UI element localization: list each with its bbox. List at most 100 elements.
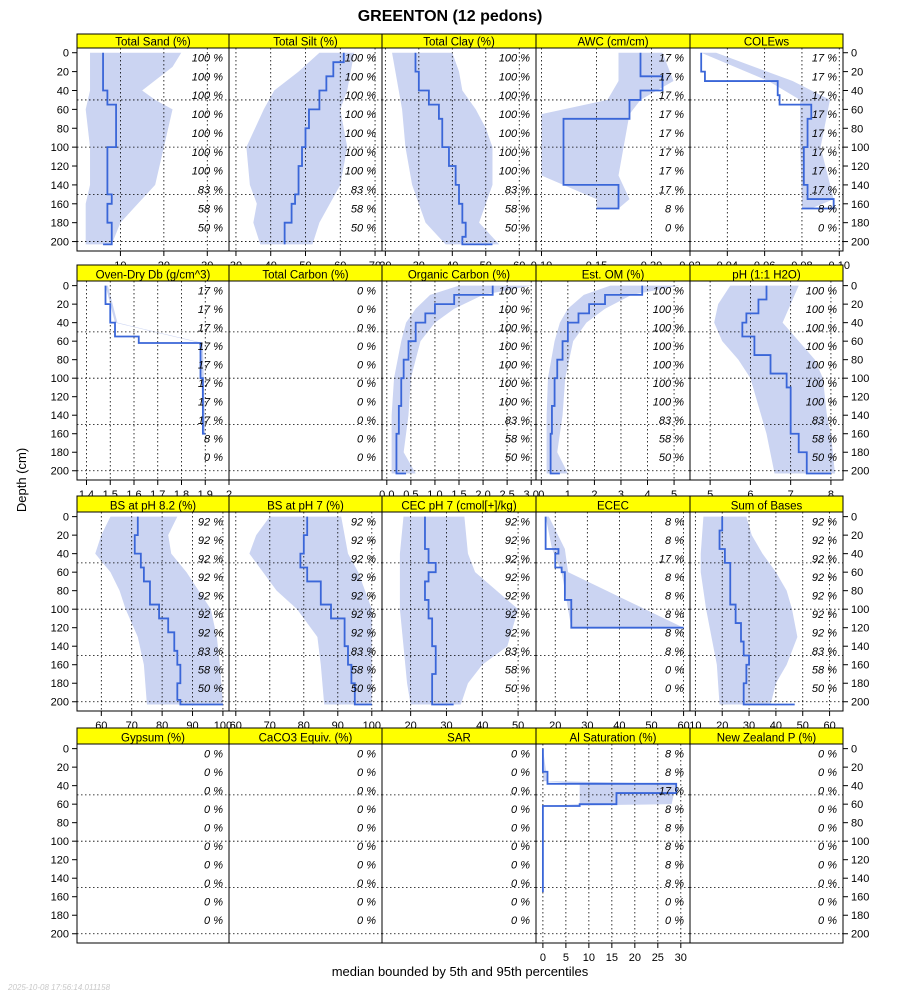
pct-label: 92 %: [198, 535, 223, 547]
depth-tick-label: 20: [851, 67, 863, 79]
panel-content: [77, 48, 229, 251]
median-line: [549, 285, 644, 475]
pct-label: 0 %: [511, 822, 530, 834]
x-tick-label: 10: [583, 952, 595, 964]
panel-strip-label: AWC (cm/cm): [577, 37, 648, 49]
pct-label: 92 %: [351, 572, 376, 584]
pct-label: 0 %: [665, 896, 684, 908]
depth-tick-label: 200: [51, 697, 69, 709]
pct-label: 100 %: [192, 147, 223, 159]
pct-label: 0 %: [357, 896, 376, 908]
median-line: [283, 52, 345, 245]
panel-content: [690, 281, 843, 480]
depth-tick-label: 140: [51, 641, 69, 653]
median-line: [700, 52, 835, 210]
pct-label: 0 %: [818, 767, 837, 779]
panel-content: [690, 794, 843, 935]
pct-label: 0 %: [818, 896, 837, 908]
x-tick-label: 4: [644, 489, 650, 501]
x-tick-label: 6: [747, 489, 753, 501]
panel-strip-label: New Zealand P (%): [717, 733, 817, 745]
pct-label: 8 %: [665, 627, 684, 639]
pct-label: 17 %: [198, 415, 223, 427]
median-line: [395, 285, 494, 475]
pct-label: 0 %: [818, 841, 837, 853]
panel-frame: [689, 47, 844, 252]
pct-label: 100 %: [192, 52, 223, 64]
panel-strip-label: Est. OM (%): [582, 270, 645, 282]
pct-label: 17 %: [198, 341, 223, 353]
pct-label: 100 %: [499, 396, 530, 408]
pct-label: 0 %: [511, 748, 530, 760]
depth-tick-label: 100: [851, 604, 869, 616]
depth-tick-label: 120: [51, 161, 69, 173]
pct-label: 0 %: [665, 222, 684, 234]
pct-label: 100 %: [499, 71, 530, 83]
depth-tick-label: 160: [51, 892, 69, 904]
panel-strip-label: Al Saturation (%): [570, 733, 657, 745]
pct-label: 83 %: [505, 646, 530, 658]
panel-strip-label: COLEws: [744, 37, 790, 49]
pct-label: 0 %: [511, 767, 530, 779]
pct-label: 0 %: [204, 822, 223, 834]
panel-frame: [689, 280, 844, 481]
pct-label: 50 %: [812, 452, 837, 464]
depth-tick-label: 60: [57, 104, 69, 116]
panel-strip-label: pH (1:1 H2O): [732, 270, 801, 282]
pct-label: 8 %: [665, 748, 684, 760]
pct-label: 100 %: [499, 109, 530, 121]
pct-label: 17 %: [659, 185, 684, 197]
pct-label: 50 %: [198, 683, 223, 695]
pct-label: 92 %: [505, 553, 530, 565]
depth-tick-label: 100: [851, 142, 869, 154]
depth-tick-label: 60: [851, 336, 863, 348]
depth-tick-label: 40: [57, 85, 69, 97]
panel-content: [690, 48, 843, 251]
depth-tick-label: 100: [51, 142, 69, 154]
median-line: [718, 516, 795, 706]
pct-label: 92 %: [505, 572, 530, 584]
pct-label: 100 %: [192, 71, 223, 83]
depth-tick-label: 40: [851, 549, 863, 561]
panel-strip-label: Gypsum (%): [121, 733, 185, 745]
pct-label: 92 %: [505, 609, 530, 621]
pct-label: 0 %: [357, 433, 376, 445]
pct-label: 17 %: [659, 71, 684, 83]
panel-strip-label: CaCO3 Equiv. (%): [259, 733, 353, 745]
pct-label: 0 %: [357, 322, 376, 334]
pct-label: 83 %: [505, 415, 530, 427]
pct-label: 17 %: [659, 109, 684, 121]
pct-label: 0 %: [357, 415, 376, 427]
x-tick-label: 3: [618, 489, 624, 501]
pct-label: 17 %: [812, 147, 837, 159]
depth-tick-label: 20: [57, 299, 69, 311]
pct-label: 92 %: [812, 609, 837, 621]
panel-8: Organic Carbon (%) 100 % 100 % 100 % 100 % 10…: [379, 264, 539, 501]
pct-label: 50 %: [198, 222, 223, 234]
pct-label: 100 %: [192, 166, 223, 178]
pct-label: 100 %: [499, 147, 530, 159]
panel-content: [229, 331, 382, 472]
depth-tick-label: 40: [851, 318, 863, 330]
panel-content: [382, 512, 536, 711]
pct-label: 0 %: [357, 841, 376, 853]
pct-label: 0 %: [818, 804, 837, 816]
panel-6: Oven-Dry Db (g/cm^3) 17 % 17 % 17 % 17 % 17 %…: [51, 264, 232, 501]
pct-label: 92 %: [505, 627, 530, 639]
pct-label: 50 %: [505, 452, 530, 464]
depth-tick-label: 20: [851, 299, 863, 311]
depth-tick-label: 120: [851, 161, 869, 173]
pct-label: 58 %: [812, 433, 837, 445]
pct-label: 0 %: [511, 859, 530, 871]
pct-label: 92 %: [351, 590, 376, 602]
x-tick-label: 7: [788, 489, 794, 501]
panel-strip-label: ECEC: [597, 501, 629, 513]
pct-label: 17 %: [198, 304, 223, 316]
pct-label: 0 %: [357, 767, 376, 779]
pct-label: 92 %: [351, 535, 376, 547]
percentile-band: [399, 516, 519, 705]
depth-tick-label: 100: [851, 836, 869, 848]
pct-label: 100 %: [345, 147, 376, 159]
x-tick-label: 2: [226, 489, 232, 501]
